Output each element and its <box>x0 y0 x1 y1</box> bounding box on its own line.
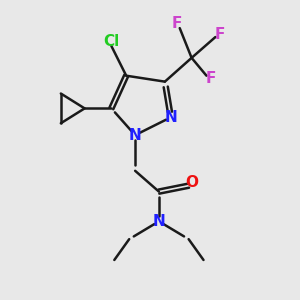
Text: N: N <box>129 128 142 142</box>
Text: O: O <box>185 175 198 190</box>
Text: Cl: Cl <box>103 34 119 49</box>
Text: N: N <box>152 214 165 229</box>
Text: F: F <box>172 16 182 31</box>
Text: F: F <box>215 27 225 42</box>
Text: F: F <box>206 71 216 86</box>
Text: N: N <box>164 110 177 125</box>
